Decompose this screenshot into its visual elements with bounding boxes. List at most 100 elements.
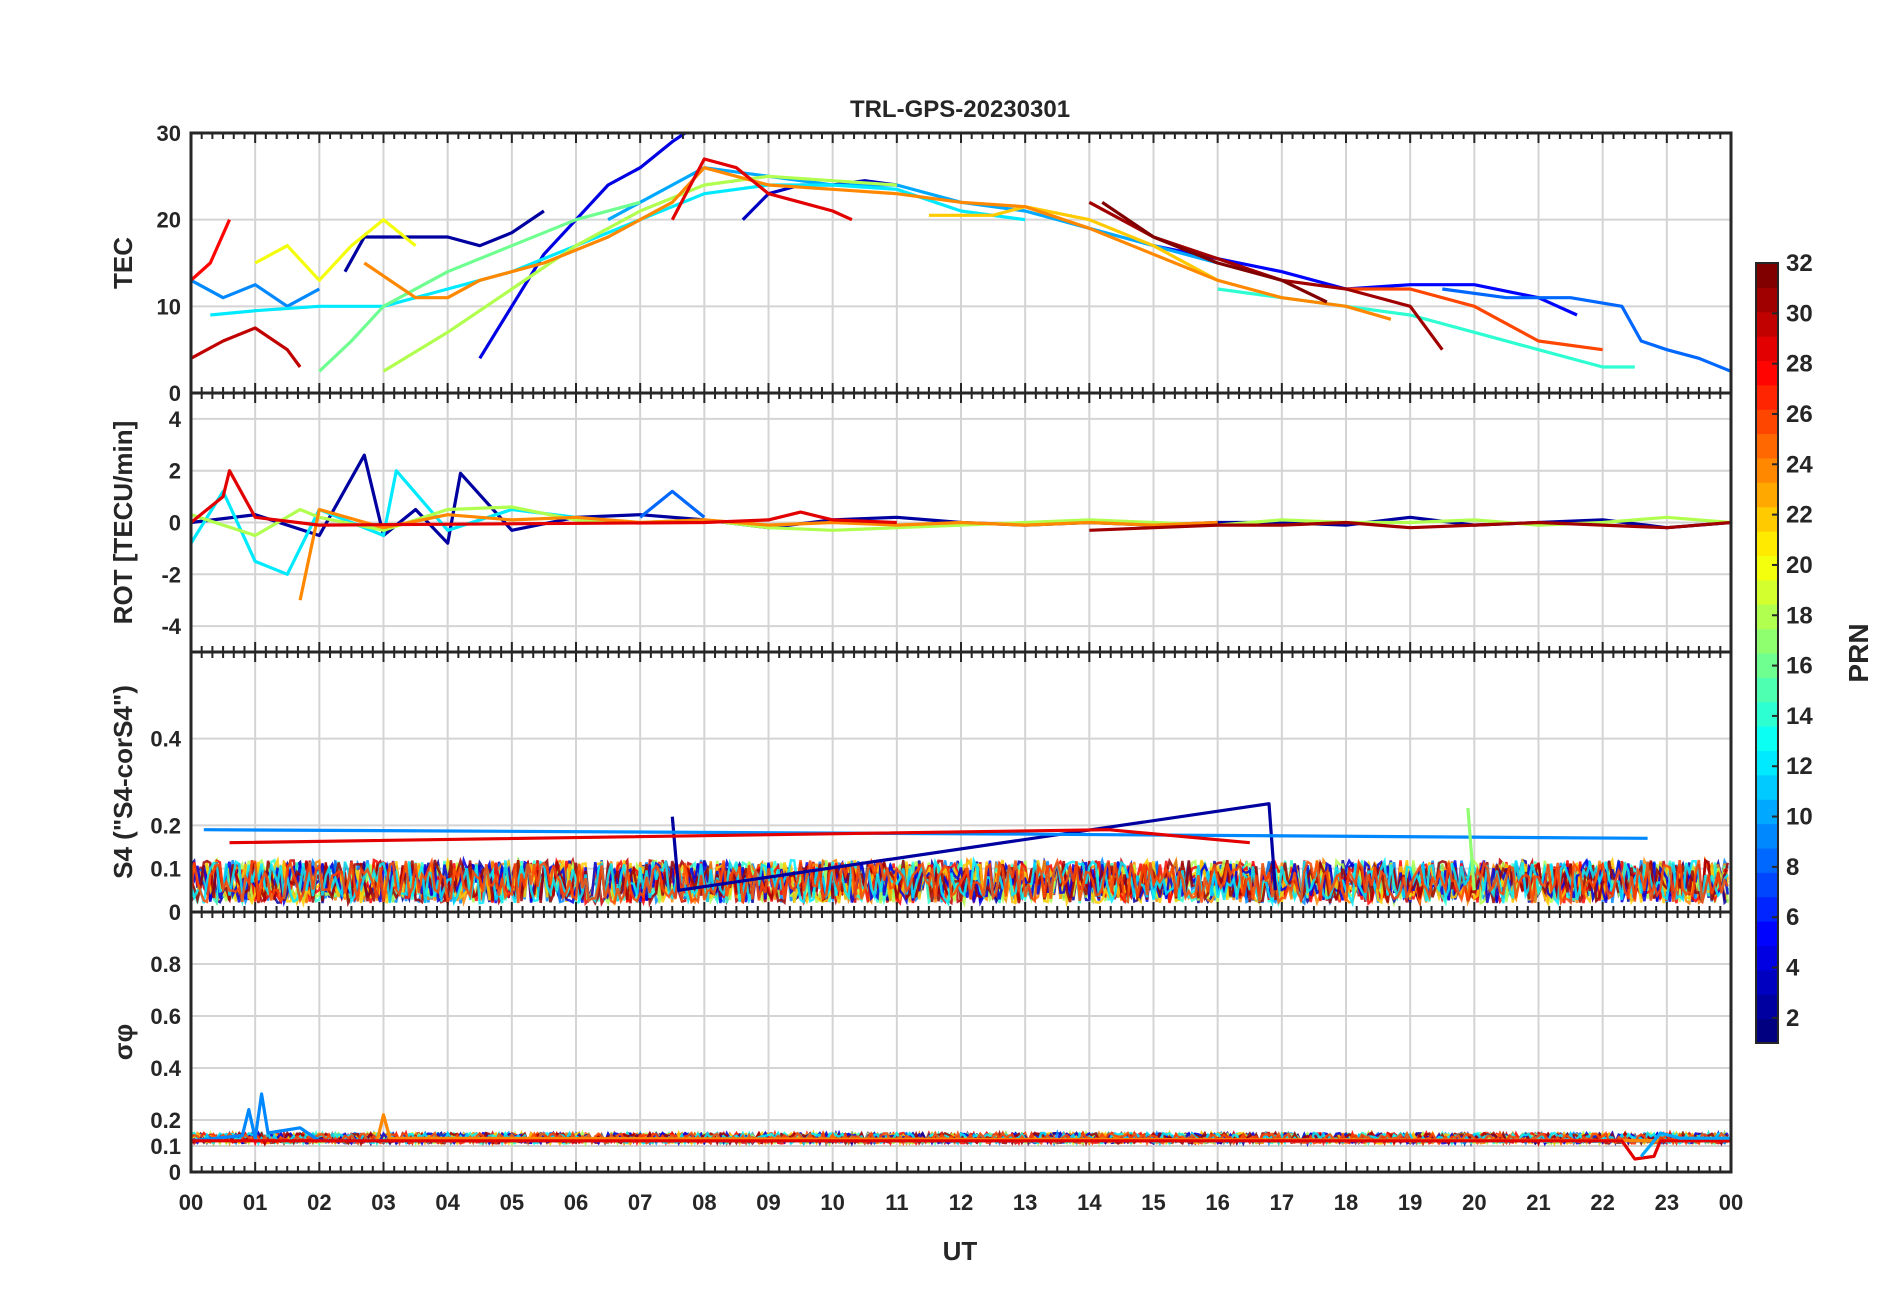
colorbar-segment (1756, 628, 1778, 654)
noise-band-prn-26 (191, 856, 1729, 906)
colorbar-tick-label: 24 (1786, 451, 1813, 478)
series-prn-12 (210, 183, 1026, 317)
series-prn-9 (191, 278, 321, 308)
series-prn-18 (382, 174, 897, 373)
y-tick-label: 0 (169, 511, 181, 536)
series-prn-29 (191, 469, 897, 527)
colorbar-segment (1756, 482, 1778, 508)
colorbar-segment (1756, 506, 1778, 532)
colorbar-segment (1756, 458, 1778, 483)
colorbar-segment (1756, 799, 1778, 825)
colorbar-segment (1756, 604, 1778, 630)
series-prn-2 (343, 209, 545, 273)
x-tick-label: 18 (1334, 1190, 1358, 1215)
x-tick-label: 22 (1590, 1190, 1614, 1215)
series-prn-20 (254, 218, 417, 282)
panel-rot: -4 -2 0 2 4 ROT [TECU/min] (108, 391, 1733, 654)
x-tick-label: 20 (1462, 1190, 1486, 1215)
colorbar-tick-label: 26 (1786, 401, 1813, 428)
series-prn-10 (1639, 1131, 1731, 1158)
colorbar-tick-label: 32 (1786, 250, 1813, 277)
colorbar-segment (1756, 701, 1778, 727)
x-tick-label: 14 (1077, 1190, 1102, 1215)
colorbar-tick-label: 18 (1786, 602, 1813, 629)
x-tick-label: 06 (564, 1190, 588, 1215)
x-tick-label: 09 (756, 1190, 780, 1215)
colorbar-tick-label: 28 (1786, 351, 1813, 378)
colorbar-segment (1756, 579, 1778, 605)
colorbar-segment (1756, 872, 1778, 898)
x-tick-label: 07 (628, 1190, 652, 1215)
series-prn-8 (1442, 287, 1731, 373)
colorbar-frame (1755, 262, 1779, 1044)
y-tick-label: 0.6 (150, 1004, 181, 1029)
series-prn-24 (363, 166, 1392, 321)
panel-tec-data (191, 133, 1731, 373)
colorbar-segment (1756, 774, 1778, 800)
x-tick-label: 21 (1526, 1190, 1550, 1215)
colorbar-label: PRN (1843, 623, 1874, 682)
series-prn-22 (928, 205, 1219, 282)
series-prn-16 (318, 200, 641, 373)
y-tick-label: 30 (157, 121, 181, 146)
colorbar-tick-label: 14 (1786, 703, 1813, 730)
x-tick-label: 01 (243, 1190, 267, 1215)
y-tick-label: -4 (161, 614, 181, 639)
colorbar-tick-label: 10 (1786, 804, 1813, 831)
chart-title: TRL-GPS-20230301 (850, 96, 1070, 123)
x-tick-label: 11 (885, 1190, 908, 1215)
x-tick-label: 02 (307, 1190, 331, 1215)
colorbar-segment (1756, 896, 1778, 922)
y-tick-label: 0.4 (150, 727, 181, 752)
y-tick-label: -2 (161, 562, 181, 587)
y-axis-label: TEC (108, 237, 138, 289)
series-prn-29 (191, 1139, 1731, 1161)
colorbar-segment (1756, 409, 1778, 435)
y-axis-label: σφ (108, 1024, 138, 1060)
x-tick-label: 00 (1719, 1190, 1743, 1215)
x-tick-label: 15 (1141, 1190, 1165, 1215)
x-tick-label: 03 (371, 1190, 395, 1215)
x-tick-label: 12 (949, 1190, 973, 1215)
series-prn-32 (1101, 200, 1328, 304)
series-prn-31 (1089, 520, 1731, 532)
colorbar-tick-label: 16 (1786, 653, 1813, 680)
colorbar-segment (1756, 287, 1778, 313)
y-tick-label: 0.2 (150, 813, 181, 838)
colorbar-segment (1756, 433, 1778, 459)
series-prn-29 (229, 828, 1250, 845)
colorbar-tick-label: 6 (1786, 904, 1799, 931)
colorbar-segment (1756, 384, 1778, 410)
colorbar-segment (1756, 750, 1778, 776)
series-prn-28 (191, 219, 231, 282)
colorbar-tick-label: 20 (1786, 552, 1813, 579)
colorbar-segment (1756, 311, 1778, 337)
colorbar-tick-label: 8 (1786, 854, 1799, 881)
y-tick-label: 0.1 (150, 857, 181, 882)
colorbar-segment (1756, 969, 1778, 995)
colorbar-tick-label: 2 (1786, 1005, 1799, 1032)
colorbar-tick-label: 4 (1786, 955, 1800, 982)
colorbar-segment (1756, 921, 1778, 946)
y-axis-label: ROT [TECU/min] (108, 421, 138, 625)
panel-rot-data (191, 453, 1731, 601)
colorbar-segment (1756, 263, 1778, 288)
y-axis-label: S4 ("S4-corS4") (108, 685, 138, 879)
x-tick-label: 08 (692, 1190, 716, 1215)
series-prn-2 (670, 802, 1277, 892)
panel-s4-data (191, 802, 1730, 909)
colorbar-segment (1756, 945, 1778, 971)
colorbar-tick-label: 30 (1786, 300, 1813, 327)
colorbar-segment (1756, 848, 1778, 873)
x-tick-label: 13 (1013, 1190, 1037, 1215)
colorbar-segment (1756, 653, 1778, 678)
colorbar-segment (1756, 823, 1778, 849)
y-tick-label: 0.8 (150, 952, 181, 977)
colorbar-segment (1756, 336, 1778, 361)
colorbar-tick-label: 22 (1786, 502, 1813, 529)
x-tick-label: 00 (179, 1190, 203, 1215)
series-prn-9 (191, 1092, 1731, 1143)
